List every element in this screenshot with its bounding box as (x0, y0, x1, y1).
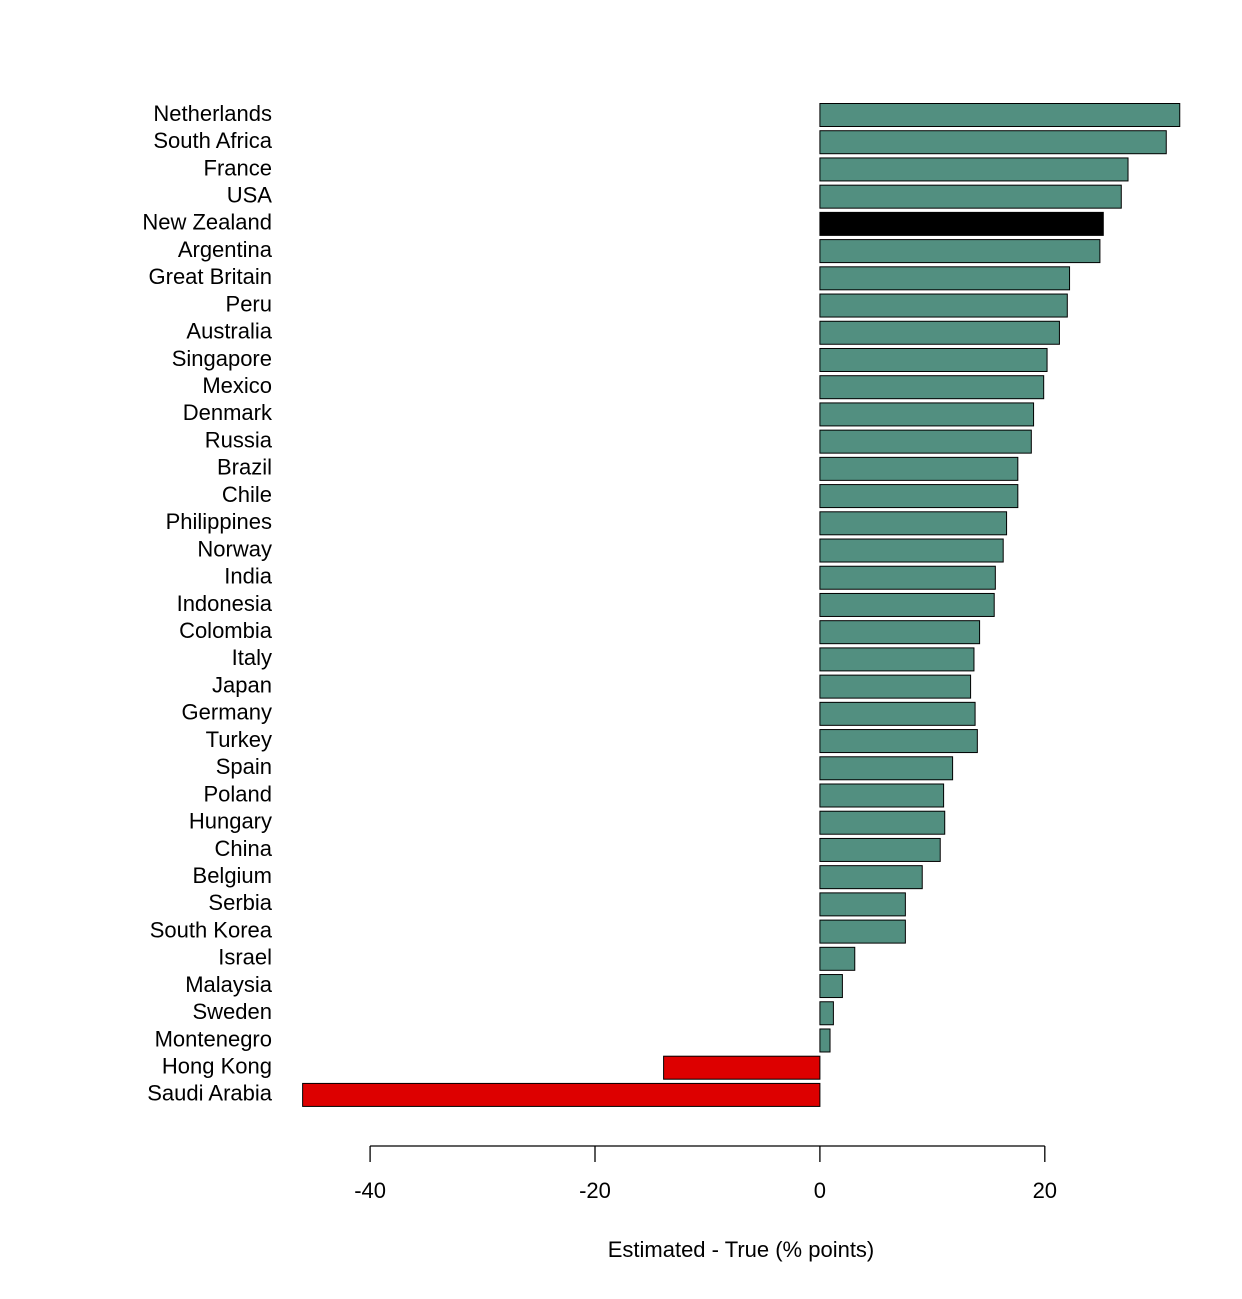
bar (819, 103, 1181, 127)
y-tick-label: China (215, 836, 273, 861)
y-tick-label: South Africa (153, 128, 272, 153)
bar (819, 756, 954, 781)
y-tick-label: Great Britain (149, 264, 273, 289)
bar (819, 1028, 831, 1053)
y-tick-label: Montenegro (155, 1026, 272, 1051)
bar (819, 184, 1122, 209)
y-tick-label: Argentina (178, 237, 273, 262)
bar (819, 974, 843, 999)
y-tick-label: France (204, 155, 272, 180)
y-tick-label: Belgium (193, 863, 272, 888)
y-tick-label: USA (227, 182, 273, 207)
bar (819, 157, 1129, 182)
y-tick-label: Germany (182, 700, 272, 725)
y-tick-label: Turkey (206, 727, 272, 752)
y-tick-label: Australia (186, 319, 272, 344)
y-tick-label: Serbia (208, 890, 272, 915)
y-tick-label: Spain (216, 754, 272, 779)
y-tick-label: Israel (218, 945, 272, 970)
bar (819, 320, 1060, 345)
bar (819, 211, 1104, 236)
y-tick-label: Russia (205, 427, 273, 452)
y-tick-label: Norway (197, 536, 272, 561)
bar (819, 511, 1008, 536)
y-tick-label: Denmark (183, 400, 273, 425)
y-tick-label: Italy (232, 645, 272, 670)
bar (819, 266, 1071, 291)
bar (819, 239, 1101, 264)
bar (819, 919, 906, 944)
y-tick-label: New Zealand (142, 210, 272, 235)
y-tick-label: Peru (226, 291, 272, 316)
bar (819, 783, 945, 808)
bar (663, 1055, 821, 1080)
bar (819, 674, 972, 699)
bar (819, 946, 856, 971)
bar (819, 456, 1019, 481)
bar (819, 347, 1048, 372)
x-axis-label: Estimated - True (% points) (608, 1237, 875, 1262)
y-tick-label: South Korea (150, 917, 273, 942)
y-tick-label: India (224, 564, 272, 589)
bar (819, 375, 1045, 400)
y-tick-label: Malaysia (185, 972, 273, 997)
bar (819, 837, 941, 862)
bar (819, 293, 1068, 318)
bar (819, 620, 981, 645)
bar (819, 538, 1004, 563)
y-tick-label: Netherlands (153, 101, 272, 126)
y-tick-label: Philippines (166, 509, 272, 534)
y-tick-label: Hong Kong (162, 1054, 272, 1079)
bar (819, 565, 996, 590)
bar (819, 1001, 834, 1026)
y-tick-label: Chile (222, 482, 272, 507)
y-tick-label: Brazil (217, 455, 272, 480)
bar (819, 130, 1167, 155)
bar (819, 429, 1032, 454)
y-tick-label: Japan (212, 672, 272, 697)
y-tick-label: Mexico (202, 373, 272, 398)
bar (819, 810, 946, 835)
x-tick-label: -40 (354, 1178, 386, 1203)
bar (819, 402, 1035, 427)
x-tick-label: -20 (579, 1178, 611, 1203)
bar (302, 1082, 821, 1107)
y-tick-label: Indonesia (177, 591, 273, 616)
bar (819, 865, 923, 890)
y-tick-label: Sweden (192, 999, 272, 1024)
bar (819, 484, 1019, 509)
bar (819, 647, 975, 672)
bar (819, 701, 976, 726)
y-tick-label: Poland (203, 781, 272, 806)
y-tick-label: Singapore (172, 346, 272, 371)
bar (819, 892, 906, 917)
bar (819, 592, 995, 617)
y-tick-label: Saudi Arabia (147, 1081, 273, 1106)
y-tick-label: Colombia (179, 618, 273, 643)
y-tick-label: Hungary (189, 809, 272, 834)
x-tick-label: 0 (814, 1178, 826, 1203)
x-tick-label: 20 (1033, 1178, 1057, 1203)
bar (819, 729, 978, 754)
